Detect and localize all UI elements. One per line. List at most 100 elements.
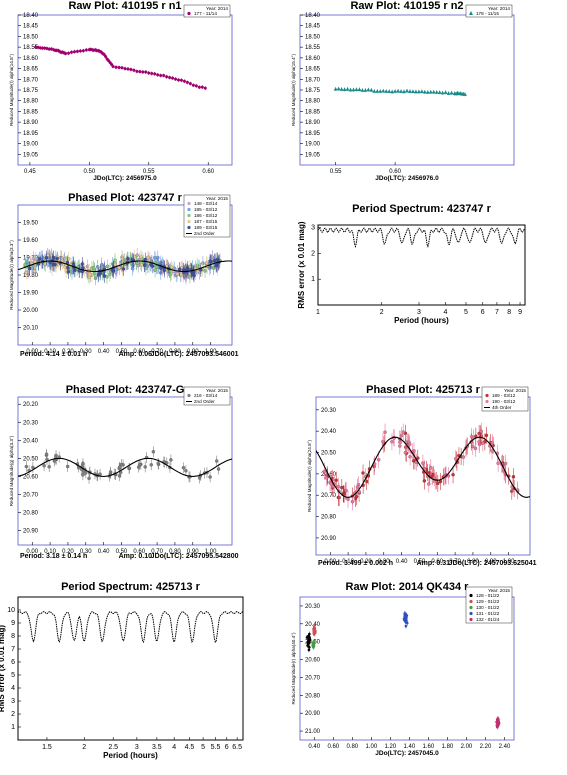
data-point <box>408 455 412 459</box>
y-tick-label: 20.80 <box>23 511 39 517</box>
y-tick-label: 18.60 <box>23 56 39 62</box>
x-tick-label: 0.50 <box>83 169 95 175</box>
data-point <box>75 49 79 53</box>
data-point <box>403 450 408 455</box>
data-point <box>443 90 448 94</box>
data-point <box>497 722 500 726</box>
data-point <box>64 51 68 55</box>
footer-amp: Amp: 0.31 <box>417 560 451 567</box>
data-point <box>216 467 221 471</box>
data-point <box>378 89 383 93</box>
plot-area <box>333 86 467 97</box>
plot-area <box>18 248 232 286</box>
chart-title: Phased Plot: 423747-G <box>66 384 185 396</box>
y-tick-label: 20.90 <box>305 711 321 717</box>
data-point <box>312 640 316 644</box>
y-tick-label: 1 <box>311 276 315 283</box>
y-tick-label: 19.50 <box>23 221 39 227</box>
x-tick-label: 3 <box>417 309 421 316</box>
x-tick-label: 0.70 <box>151 349 163 355</box>
chart-panel-1: Raw Plot: 410195 r n1 18.40 18.45 18.50 18.5… <box>9 0 233 182</box>
data-point <box>51 255 56 260</box>
data-point <box>142 263 147 267</box>
data-point <box>369 88 374 92</box>
data-point <box>153 72 157 76</box>
data-point <box>461 455 466 459</box>
data-point <box>49 253 54 258</box>
legend-swatch <box>469 611 473 616</box>
y-tick-label: 18.50 <box>23 34 39 40</box>
y-tick-label: 3 <box>311 225 315 232</box>
x-axis-label: JDo(LTC): 2456975.0 <box>93 175 157 182</box>
y-tick-label: 20.30 <box>305 604 321 610</box>
data-point <box>372 89 377 93</box>
legend-swatch <box>485 393 489 398</box>
data-point <box>339 87 344 91</box>
data-point <box>200 85 204 89</box>
y-tick-label: 3 <box>11 698 15 705</box>
data-point <box>38 46 42 50</box>
data-point <box>473 446 478 451</box>
data-point <box>31 256 36 260</box>
legend-entry: 177 - 11/14 <box>194 11 217 16</box>
data-point <box>156 461 160 466</box>
x-tick-label: 0.30 <box>80 349 92 355</box>
x-tick-label: 0.20 <box>360 559 372 565</box>
x-tick-label: 0.00 <box>26 349 38 355</box>
data-point <box>117 266 121 270</box>
data-point <box>41 46 45 50</box>
data-point <box>150 72 154 76</box>
data-point <box>446 91 451 95</box>
y-tick-label: 2 <box>311 250 315 257</box>
data-point <box>203 269 207 273</box>
x-tick-label: 1.00 <box>503 559 515 565</box>
x-axis-label: Period (hours) <box>103 751 158 760</box>
chart-panel-7: Period Spectrum: 425713 r 1 2 3 4 5 6 7 8 9 10 1.5 2… <box>0 581 244 760</box>
y-tick-label: 20.00 <box>23 308 39 314</box>
y-tick-label: 18.90 <box>305 120 321 126</box>
y-axis-label: Reduced Magnitude(r) alpha(40.4°) <box>291 632 296 705</box>
legend-box <box>183 4 231 18</box>
x-tick-label: 2.5 <box>108 744 118 751</box>
x-tick-label: 9 <box>518 309 522 316</box>
data-point <box>407 89 412 93</box>
data-point <box>143 465 147 469</box>
data-point <box>140 263 144 267</box>
y-tick-label: 19.00 <box>23 142 39 148</box>
data-point <box>70 50 73 54</box>
y-tick-label: 18.55 <box>305 45 321 51</box>
data-point <box>194 84 198 88</box>
data-point <box>24 464 29 469</box>
x-tick-label: 1.40 <box>404 744 416 750</box>
y-tick-label: 9 <box>11 620 15 627</box>
y-axis-label: Reduced Magnitude(r) alpha(3.3°) <box>9 240 14 310</box>
data-point <box>143 257 147 262</box>
x-tick-label: 7 <box>495 309 499 316</box>
data-point <box>42 464 46 468</box>
data-point <box>451 472 455 477</box>
x-axis-label: JDo(LTC): 2456976.0 <box>375 175 439 182</box>
data-point <box>342 87 347 92</box>
plot-area <box>34 44 207 91</box>
y-tick-label: 18.65 <box>23 67 39 73</box>
legend-swatch <box>469 593 473 598</box>
data-point <box>138 70 142 74</box>
data-point <box>23 262 27 267</box>
data-point <box>421 461 425 465</box>
data-point <box>32 269 37 273</box>
data-point <box>34 45 38 49</box>
y-axis-label: Reduced Magnitude(r) alpha(14.8°) <box>9 54 14 127</box>
data-point <box>73 268 77 273</box>
y-tick-label: 7 <box>11 646 15 653</box>
data-point <box>334 478 338 482</box>
data-point <box>93 276 98 280</box>
plot-area <box>318 227 525 248</box>
data-point <box>104 55 108 59</box>
data-point <box>87 476 91 481</box>
data-point <box>324 476 329 480</box>
y-tick-label: 10 <box>7 607 15 614</box>
x-tick-label: 0.50 <box>414 559 426 565</box>
legend-swatch <box>187 219 191 224</box>
x-tick-label: 8 <box>507 309 511 316</box>
x-tick-label: 2.40 <box>499 744 511 750</box>
